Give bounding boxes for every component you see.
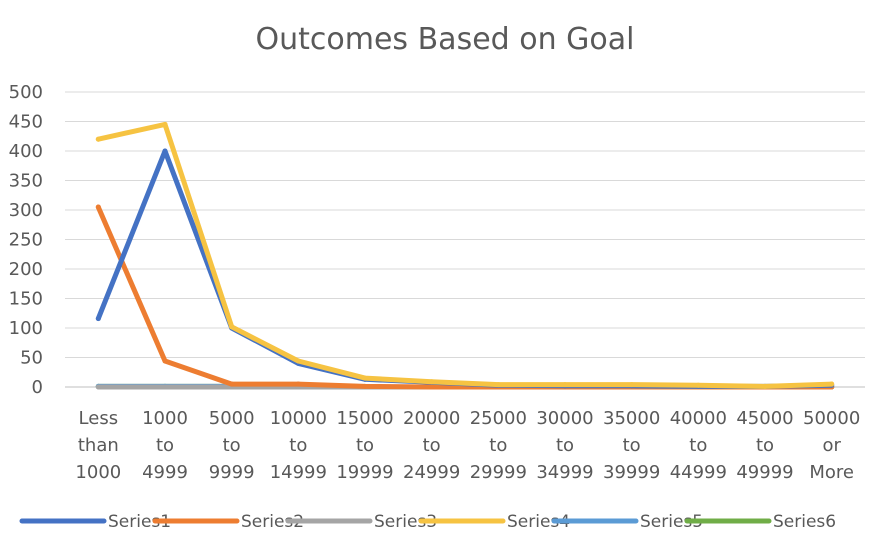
data-point-series3 (95, 384, 101, 390)
data-point-series4 (829, 381, 835, 387)
data-point-series2 (95, 204, 101, 210)
data-point-series4 (429, 379, 435, 385)
y-tick-label: 100 (9, 318, 43, 339)
x-tick-label: 40000 to 44999 (670, 408, 727, 483)
data-point-series4 (629, 382, 635, 388)
data-point-series4 (762, 383, 768, 389)
x-tick-label: 10000 to 14999 (270, 408, 327, 483)
data-point-series4 (162, 121, 168, 127)
legend-label: Series2 (241, 512, 304, 532)
data-point-series2 (295, 381, 301, 387)
data-point-series2 (229, 381, 235, 387)
legend-label: Series3 (374, 512, 437, 532)
data-point-series2 (162, 358, 168, 364)
x-tick-label: Less than 1000 (75, 408, 121, 483)
x-tick-label: 45000 to 49999 (736, 408, 793, 483)
gridlines (65, 91, 865, 388)
data-point-series4 (562, 382, 568, 388)
data-point-series2 (429, 384, 435, 390)
x-tick-label: 30000 to 34999 (536, 408, 593, 483)
legend-label: Series1 (108, 512, 171, 532)
y-tick-label: 500 (9, 82, 43, 103)
data-point-series4 (695, 382, 701, 388)
y-tick-label: 0 (32, 377, 43, 398)
data-point-series4 (362, 375, 368, 381)
data-point-series4 (229, 324, 235, 330)
series-lines (95, 121, 835, 390)
x-tick-label: 35000 to 39999 (603, 408, 660, 483)
chart-title: Outcomes Based on Goal (255, 22, 635, 57)
series-line-series2 (95, 204, 835, 390)
data-point-series4 (295, 358, 301, 364)
y-tick-label: 350 (9, 171, 43, 192)
data-point-series4 (495, 382, 501, 388)
series-line-series4 (95, 121, 835, 389)
y-tick-label: 400 (9, 141, 43, 162)
legend: Series1 Series2 Series3 Series4 Series5 Serie… (19, 512, 836, 532)
y-tick-label: 450 (9, 112, 43, 133)
data-point-series4 (95, 136, 101, 142)
x-tick-label: 5000 to 9999 (209, 408, 255, 483)
x-axis-ticks: Less than 1000 1000 to 4999 5000 to 9999 10000 to 1… (75, 408, 860, 483)
legend-label: Series5 (640, 512, 703, 532)
y-tick-label: 250 (9, 230, 43, 251)
x-tick-label: 20000 to 24999 (403, 408, 460, 483)
y-tick-label: 300 (9, 200, 43, 221)
y-tick-label: 200 (9, 259, 43, 280)
data-point-series1 (162, 148, 168, 154)
x-tick-label: 25000 to 29999 (470, 408, 527, 483)
y-axis-ticks: 0 50 100 150 200 250 300 350 400 450 500 (9, 82, 43, 398)
y-tick-label: 150 (9, 289, 43, 310)
legend-label: Series6 (773, 512, 836, 532)
data-point-series2 (362, 383, 368, 389)
x-tick-label: 15000 to 19999 (336, 408, 393, 483)
x-tick-label: 50000 or More (803, 408, 860, 483)
x-tick-label: 1000 to 4999 (142, 408, 188, 483)
y-tick-label: 50 (20, 348, 43, 369)
data-point-series1 (95, 316, 101, 322)
legend-label: Series4 (507, 512, 570, 532)
data-point-series3 (162, 384, 168, 390)
